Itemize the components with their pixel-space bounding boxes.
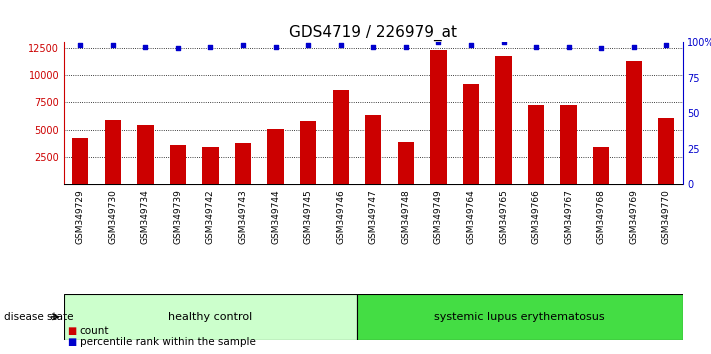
Point (139, 44, 151, 50)
Point (75, 42, 86, 48)
Point (596, 45, 607, 51)
Bar (267, 129, 284, 184)
Bar (397, 142, 414, 184)
Text: GSM349765: GSM349765 (499, 190, 508, 245)
Bar (463, 84, 479, 184)
Point (335, 42, 346, 48)
Text: disease state: disease state (4, 312, 73, 322)
Bar (626, 61, 642, 184)
Bar (357, 294, 683, 340)
Text: GSM349749: GSM349749 (434, 190, 443, 244)
Bar (430, 50, 447, 184)
Point (237, 42, 249, 48)
Bar (528, 104, 544, 184)
Bar (300, 121, 316, 184)
Point (628, 44, 639, 50)
Text: GSM349768: GSM349768 (597, 190, 606, 245)
Point (433, 40, 444, 45)
Bar (235, 143, 251, 184)
Text: percentile rank within the sample: percentile rank within the sample (80, 337, 255, 347)
Bar (593, 147, 609, 184)
Bar (333, 90, 349, 184)
Bar (72, 138, 88, 184)
Text: GSM349729: GSM349729 (76, 190, 85, 244)
Bar (170, 145, 186, 184)
Point (563, 44, 574, 50)
Text: GSM349744: GSM349744 (271, 190, 280, 244)
Text: ■: ■ (68, 337, 77, 347)
Text: GSM349748: GSM349748 (401, 190, 410, 244)
Text: GSM349742: GSM349742 (206, 190, 215, 244)
Bar (105, 120, 121, 184)
Text: ■: ■ (68, 326, 77, 336)
Bar (560, 104, 577, 184)
Text: GSM349746: GSM349746 (336, 190, 346, 244)
Text: GSM349770: GSM349770 (662, 190, 670, 245)
Text: GSM349747: GSM349747 (369, 190, 378, 244)
Bar (64, 294, 357, 340)
Text: GSM349767: GSM349767 (564, 190, 573, 245)
Title: GDS4719 / 226979_at: GDS4719 / 226979_at (289, 25, 457, 41)
Text: GSM349730: GSM349730 (108, 190, 117, 245)
Text: count: count (80, 326, 109, 336)
Point (465, 42, 476, 48)
Point (270, 44, 282, 50)
Text: GSM349734: GSM349734 (141, 190, 150, 244)
Point (107, 42, 119, 48)
Bar (365, 115, 381, 184)
Point (661, 42, 672, 48)
Bar (658, 118, 675, 184)
Bar (203, 147, 218, 184)
Text: systemic lupus erythematosus: systemic lupus erythematosus (434, 312, 605, 322)
Bar (496, 56, 512, 184)
Point (172, 45, 183, 51)
Text: GSM349743: GSM349743 (239, 190, 247, 244)
Text: GSM349764: GSM349764 (466, 190, 476, 244)
Point (400, 44, 412, 50)
Text: GSM349769: GSM349769 (629, 190, 638, 245)
Point (498, 40, 509, 45)
Text: GSM349745: GSM349745 (304, 190, 313, 244)
Point (205, 44, 216, 50)
Bar (137, 125, 154, 184)
Point (530, 44, 542, 50)
Text: GSM349766: GSM349766 (532, 190, 540, 245)
Point (368, 44, 379, 50)
Point (302, 42, 314, 48)
Text: healthy control: healthy control (169, 312, 252, 322)
Text: GSM349739: GSM349739 (173, 190, 183, 245)
